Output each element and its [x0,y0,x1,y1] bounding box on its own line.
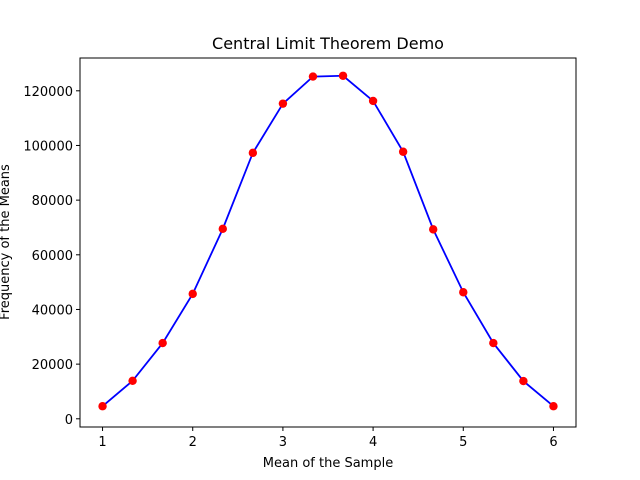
plot-frame [79,57,577,428]
data-point [459,288,468,297]
y-tick-label: 80000 [32,194,73,209]
x-axis-label: Mean of the Sample [263,456,393,471]
x-tick-label: 6 [549,435,557,450]
data-point [338,71,348,80]
data-point [278,99,288,108]
y-tick-label: 100000 [23,139,73,154]
data-point [218,224,227,234]
data-point [429,225,438,234]
x-tick-label: 4 [369,435,377,450]
data-point [308,72,318,81]
y-tick-label: 40000 [32,303,73,318]
data-point [368,96,378,106]
x-tick-label: 1 [98,435,106,450]
data-point [248,148,258,158]
data-point [158,338,167,348]
plot-area: 1 2 3 4 5 6 0 20000 40000 60000 80000 100000 120000 [23,71,558,450]
data-point [128,376,137,386]
x-tick-label: 5 [459,435,467,450]
data-point [398,147,408,156]
x-tick-label: 3 [279,435,287,450]
y-tick-label: 60000 [32,249,73,264]
y-tick-label: 20000 [32,358,73,373]
data-point [519,376,528,386]
series-line [101,74,555,407]
data-point [549,402,558,411]
data-point [188,289,197,299]
y-tick-label: 120000 [23,85,73,100]
data-point [489,338,498,348]
data-point [98,402,107,411]
y-tick-label: 0 [65,413,73,428]
x-tick-label: 2 [189,435,197,450]
chart-title: Central Limit Theorem Demo [212,34,444,53]
y-axis-label: Frequency of the Means [0,164,13,320]
